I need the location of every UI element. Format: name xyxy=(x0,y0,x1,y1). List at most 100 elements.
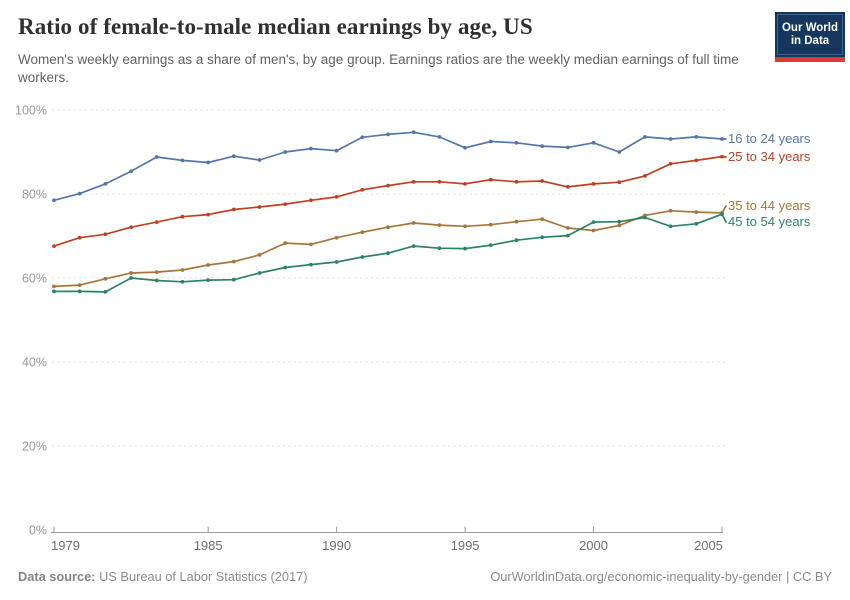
series-line-45-to-54-years[interactable] xyxy=(53,213,727,293)
data-point-45-to-54-years-1980 xyxy=(77,289,82,294)
data-point-45-to-54-years-1984 xyxy=(180,279,185,284)
data-point-25-to-34-years-1986 xyxy=(231,207,236,212)
data-point-35-to-44-years-1997 xyxy=(514,219,519,224)
data-point-16-to-24-years-1984 xyxy=(180,158,185,163)
data-point-25-to-34-years-1980 xyxy=(77,235,82,240)
legend-label-25-to-34-years[interactable]: 25 to 34 years xyxy=(728,149,811,164)
data-point-16-to-24-years-1979 xyxy=(52,198,56,203)
owid-logo-line1: Our World xyxy=(781,21,838,34)
data-point-16-to-24-years-2005 xyxy=(720,137,724,141)
data-point-35-to-44-years-1981 xyxy=(103,276,108,281)
data-point-25-to-34-years-1985 xyxy=(206,212,211,217)
data-point-16-to-24-years-1992 xyxy=(386,132,390,137)
data-source: Data source: US Bureau of Labor Statisti… xyxy=(18,569,308,584)
data-point-16-to-24-years-1987 xyxy=(257,158,262,162)
data-point-35-to-44-years-1992 xyxy=(386,225,390,230)
data-point-25-to-34-years-1992 xyxy=(386,183,390,188)
data-point-16-to-24-years-1994 xyxy=(437,135,442,139)
data-source-text: US Bureau of Labor Statistics (2017) xyxy=(99,569,308,584)
data-point-25-to-34-years-2005 xyxy=(720,154,724,159)
data-point-25-to-34-years-1996 xyxy=(488,177,493,182)
data-point-25-to-34-years-2004 xyxy=(694,158,699,163)
data-point-35-to-44-years-1984 xyxy=(180,268,185,272)
data-point-16-to-24-years-1995 xyxy=(463,145,467,150)
data-point-16-to-24-years-2004 xyxy=(694,135,699,139)
data-point-25-to-34-years-1982 xyxy=(129,225,133,230)
data-point-35-to-44-years-1993 xyxy=(411,221,416,225)
data-point-35-to-44-years-1980 xyxy=(77,283,82,287)
y-axis-tick-label-20: 20% xyxy=(22,440,47,454)
data-point-25-to-34-years-1997 xyxy=(514,179,519,184)
data-point-16-to-24-years-1991 xyxy=(360,135,365,140)
data-point-45-to-54-years-1988 xyxy=(283,265,288,270)
data-point-45-to-54-years-1985 xyxy=(206,278,211,282)
owid-logo: Our World in Data xyxy=(775,12,845,62)
chart-footer: Data source: US Bureau of Labor Statisti… xyxy=(0,569,850,600)
data-point-45-to-54-years-1992 xyxy=(386,251,390,256)
owid-logo-text: Our World in Data xyxy=(777,14,843,55)
data-point-25-to-34-years-1988 xyxy=(283,202,288,207)
data-point-35-to-44-years-1989 xyxy=(309,242,313,247)
data-point-45-to-54-years-1995 xyxy=(463,246,467,251)
data-point-45-to-54-years-1979 xyxy=(52,289,56,294)
data-point-25-to-34-years-1983 xyxy=(154,220,159,225)
data-point-16-to-24-years-1988 xyxy=(283,150,288,154)
y-axis-tick-label-0: 0% xyxy=(29,524,47,538)
data-point-45-to-54-years-2005 xyxy=(720,212,724,217)
owid-logo-line2: in Data xyxy=(790,34,830,47)
x-axis-tick-label-1995: 1995 xyxy=(451,538,480,553)
series-line-16-to-24-years[interactable] xyxy=(53,131,727,202)
data-point-45-to-54-years-1990 xyxy=(334,260,339,264)
data-point-25-to-34-years-1989 xyxy=(309,198,313,203)
series-line-35-to-44-years[interactable] xyxy=(53,205,727,288)
x-axis-tick-label-2005: 2005 xyxy=(694,538,723,553)
data-point-25-to-34-years-1998 xyxy=(540,179,545,183)
data-point-25-to-34-years-1990 xyxy=(334,195,339,199)
data-point-16-to-24-years-1982 xyxy=(129,169,133,174)
data-point-25-to-34-years-1994 xyxy=(437,179,442,184)
data-point-45-to-54-years-1998 xyxy=(540,235,545,240)
data-point-16-to-24-years-1993 xyxy=(411,130,416,135)
data-point-25-to-34-years-2000 xyxy=(591,182,596,186)
data-point-16-to-24-years-2002 xyxy=(643,135,647,139)
data-point-25-to-34-years-1979 xyxy=(52,244,56,249)
data-point-25-to-34-years-1987 xyxy=(257,205,262,209)
data-point-45-to-54-years-1986 xyxy=(231,277,236,282)
data-point-16-to-24-years-1998 xyxy=(540,144,545,149)
data-point-35-to-44-years-2001 xyxy=(617,223,622,228)
credit-link[interactable]: OurWorldinData.org/economic-inequality-b… xyxy=(490,569,832,584)
data-point-35-to-44-years-1991 xyxy=(360,230,365,235)
data-point-16-to-24-years-2003 xyxy=(668,137,673,141)
data-point-16-to-24-years-2001 xyxy=(617,150,622,154)
data-point-25-to-34-years-2002 xyxy=(643,174,647,178)
data-point-45-to-54-years-2001 xyxy=(617,219,622,224)
legend-label-16-to-24-years[interactable]: 16 to 24 years xyxy=(728,131,811,146)
data-point-25-to-34-years-1991 xyxy=(360,187,365,192)
x-axis-tick-label-1990: 1990 xyxy=(322,538,351,553)
data-point-25-to-34-years-1993 xyxy=(411,179,416,184)
legend-label-35-to-44-years[interactable]: 35 to 44 years xyxy=(728,198,811,213)
chart-subtitle: Women's weekly earnings as a share of me… xyxy=(18,52,739,85)
data-point-35-to-44-years-1979 xyxy=(52,284,56,289)
data-point-25-to-34-years-1981 xyxy=(103,232,108,237)
series-line-25-to-34-years[interactable] xyxy=(53,155,727,247)
data-point-35-to-44-years-2004 xyxy=(694,210,699,215)
data-point-45-to-54-years-1996 xyxy=(488,243,493,248)
y-axis-tick-label-100: 100% xyxy=(15,104,47,118)
data-point-45-to-54-years-2002 xyxy=(643,215,647,220)
data-point-35-to-44-years-2003 xyxy=(668,208,673,213)
data-point-16-to-24-years-1996 xyxy=(488,139,493,144)
x-axis-tick-label-1979: 1979 xyxy=(51,538,80,553)
legend-label-45-to-54-years[interactable]: 45 to 54 years xyxy=(728,214,811,229)
data-point-35-to-44-years-1990 xyxy=(334,235,339,240)
data-point-45-to-54-years-1987 xyxy=(257,271,262,275)
data-point-45-to-54-years-1993 xyxy=(411,244,416,249)
data-point-35-to-44-years-1986 xyxy=(231,259,236,264)
data-point-25-to-34-years-2003 xyxy=(668,161,673,166)
data-point-35-to-44-years-1987 xyxy=(257,253,262,257)
data-point-16-to-24-years-1981 xyxy=(103,182,108,186)
data-point-35-to-44-years-1998 xyxy=(540,217,545,222)
data-point-16-to-24-years-1985 xyxy=(206,160,211,165)
